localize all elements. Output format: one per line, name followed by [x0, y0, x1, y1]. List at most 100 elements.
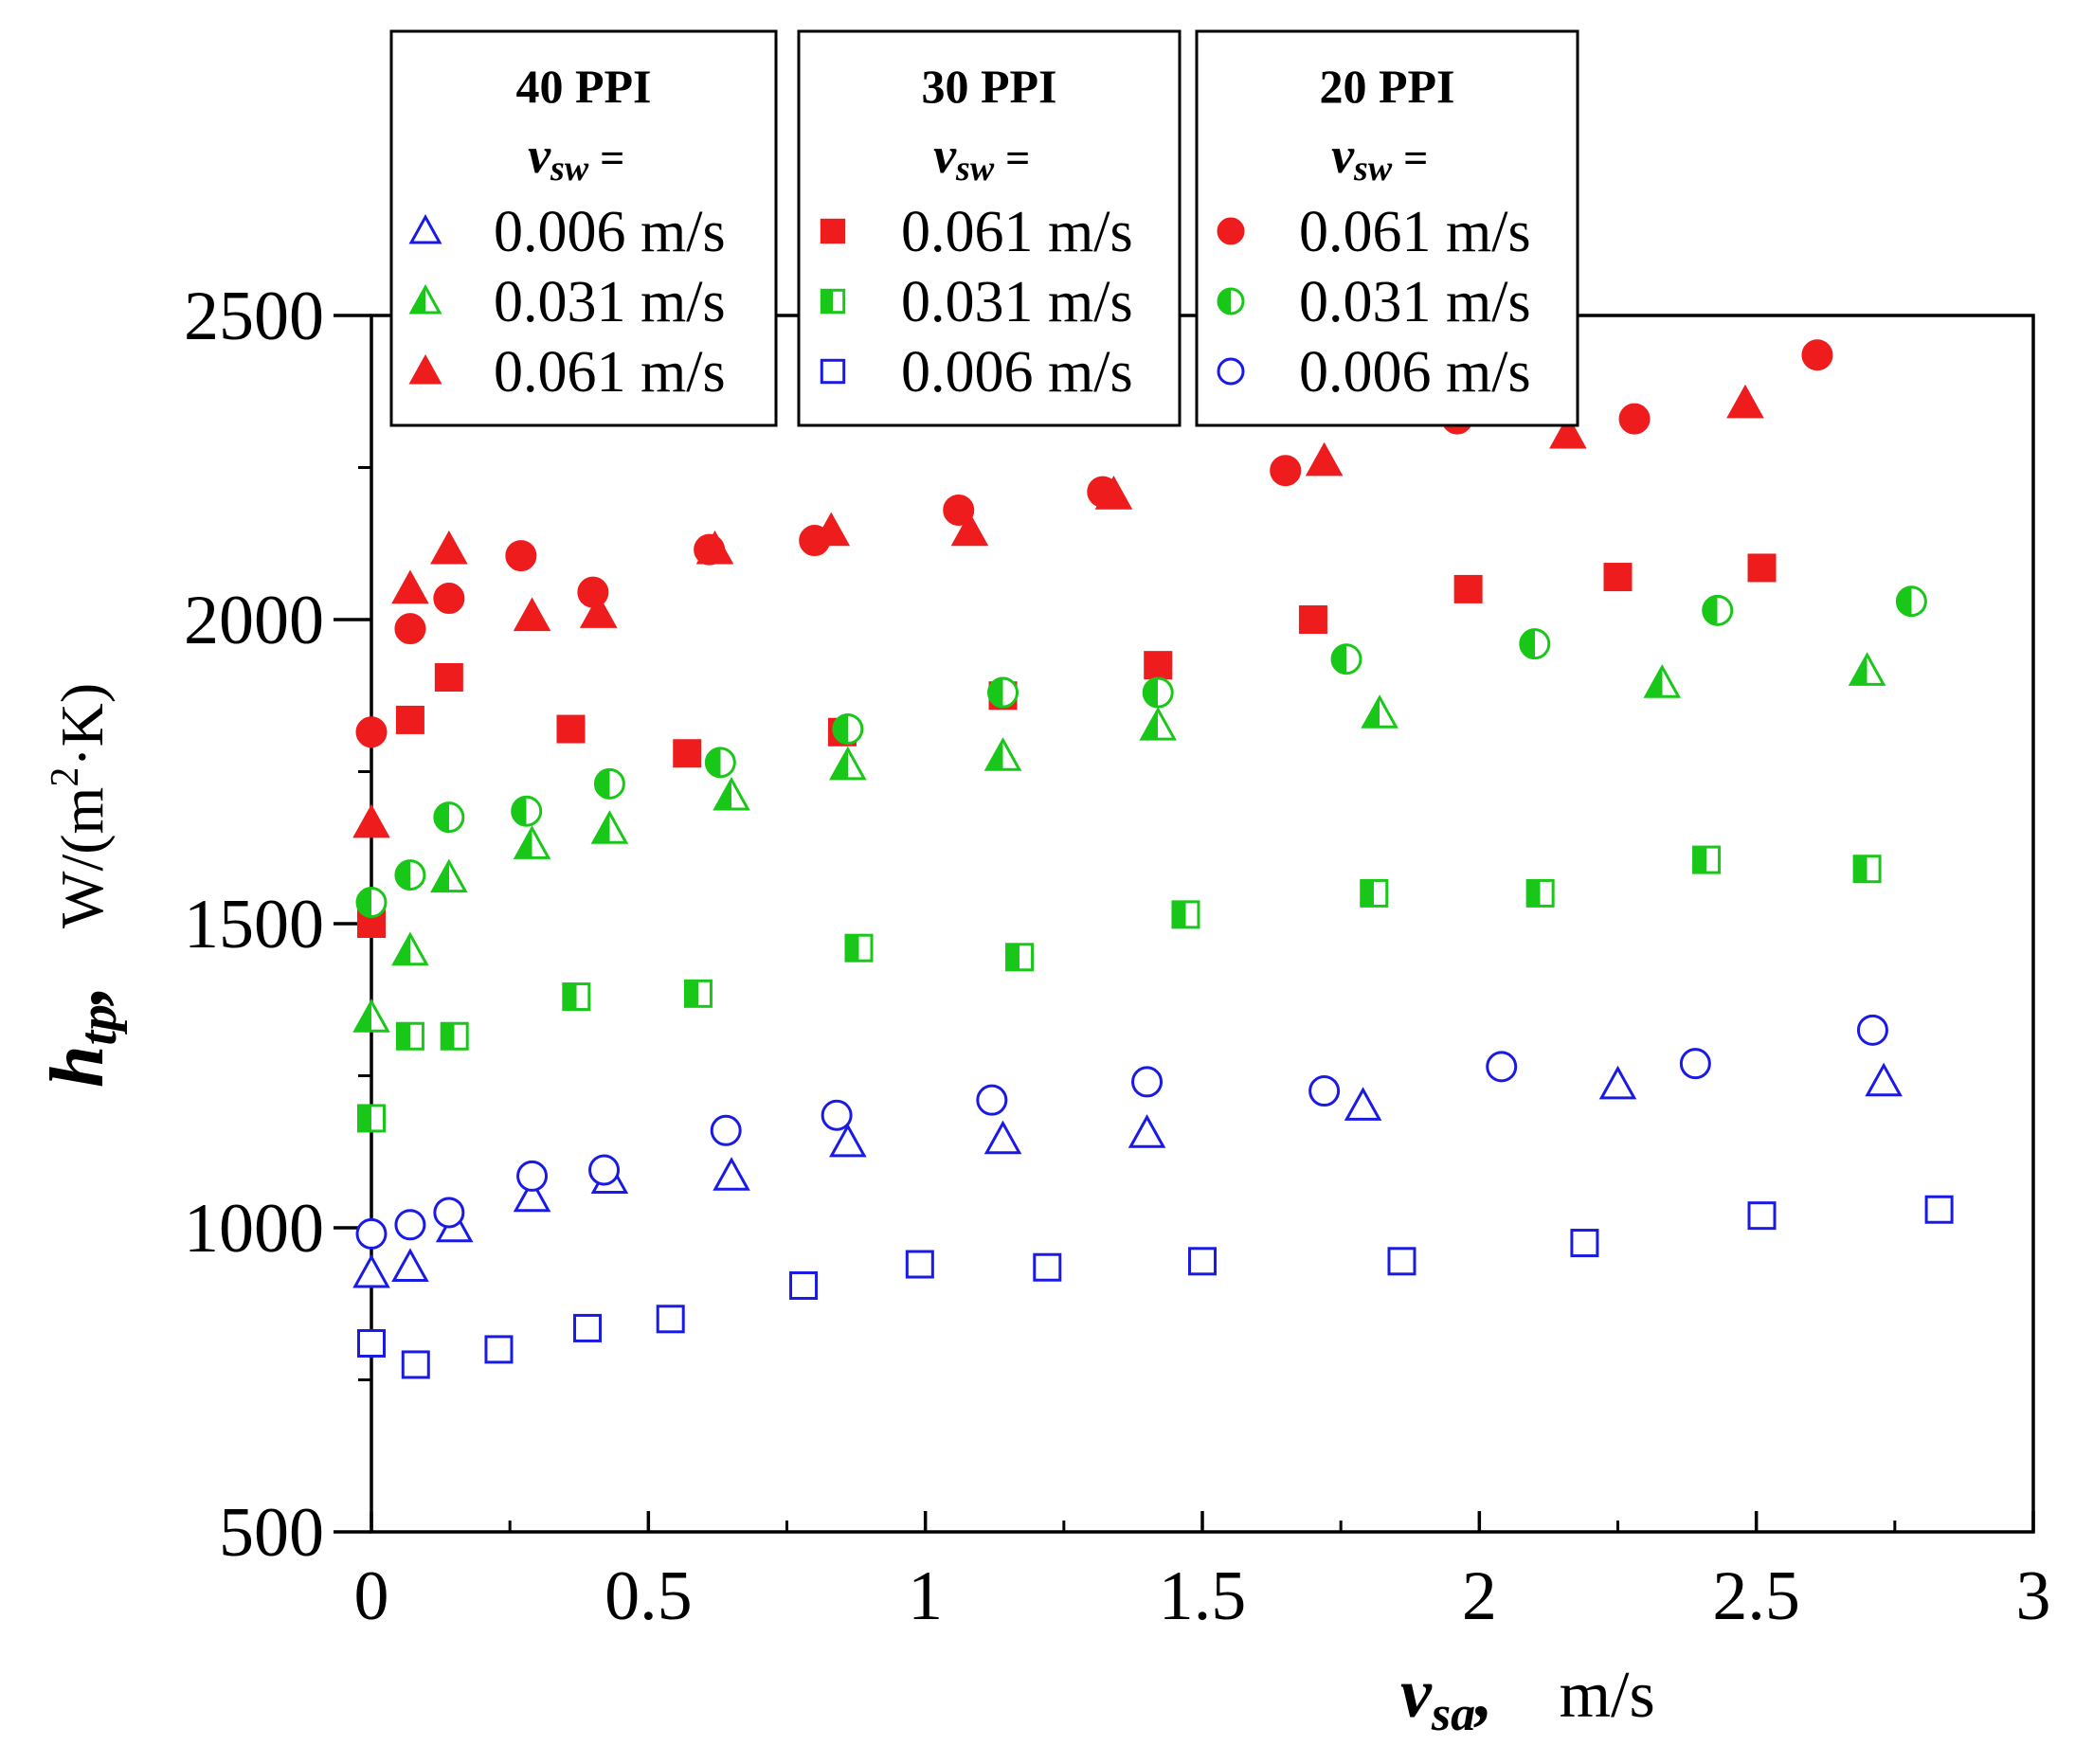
x-axis-unit: m/s [1560, 1659, 1655, 1732]
legend-entry-label: 0.061 m/s [1299, 200, 1531, 264]
data-point [1387, 1247, 1416, 1276]
data-point [844, 933, 874, 963]
x-tick-label: 1 [908, 1557, 943, 1635]
data-point [710, 1114, 742, 1146]
legend-marker [1217, 287, 1245, 315]
legend-box-subtitle: vsw = [1331, 127, 1428, 189]
legend-box-subtitle: vsw = [528, 127, 624, 189]
data-point [1570, 1229, 1599, 1258]
legend-box-title: 40 PPI [515, 60, 651, 113]
x-axis-comma: , [1473, 1655, 1493, 1733]
data-point [556, 714, 586, 744]
series-5 [357, 1195, 1954, 1379]
data-point [433, 1197, 465, 1229]
data-point [1087, 476, 1119, 508]
data-point [1330, 643, 1362, 675]
y-tick-label: 2500 [184, 278, 324, 355]
data-point [1848, 652, 1886, 686]
legend-entry-label: 0.006 m/s [494, 200, 726, 264]
data-point [513, 597, 551, 632]
data-point [832, 713, 864, 746]
data-point [789, 1270, 819, 1300]
series-6 [355, 339, 1833, 748]
data-point [683, 979, 713, 1008]
y-axis-unit-sup: 2 [44, 767, 87, 787]
data-point [395, 1021, 424, 1051]
data-point [694, 533, 726, 566]
data-point [1525, 878, 1555, 908]
data-point [1895, 585, 1927, 618]
y-axis-title: htp, W/(m2·K) [36, 683, 128, 1088]
data-point [391, 1248, 429, 1283]
series-8 [355, 1014, 1888, 1250]
data-point [357, 1328, 386, 1358]
data-point [1361, 694, 1398, 729]
legend-box-subtitle: vsw = [933, 127, 1030, 189]
data-point [505, 540, 537, 572]
data-point [1360, 878, 1389, 908]
legend-marker [1217, 357, 1245, 386]
data-point [1131, 1066, 1164, 1098]
data-point [395, 705, 424, 734]
data-point [434, 662, 463, 692]
series-3 [357, 553, 1777, 938]
legend-box-title: 30 PPI [921, 60, 1056, 113]
data-point [987, 676, 1019, 709]
data-point [821, 1099, 853, 1131]
data-point [513, 825, 551, 859]
data-point [1726, 384, 1764, 419]
data-point [1142, 676, 1174, 709]
data-point [1519, 628, 1551, 660]
data-point [1801, 339, 1833, 371]
data-point [950, 512, 989, 547]
data-point [430, 530, 468, 565]
y-tick-label: 1000 [184, 1190, 324, 1268]
x-tick-label: 1.5 [1159, 1557, 1247, 1635]
data-point [352, 999, 390, 1033]
legend-marker [820, 358, 846, 385]
y-axis-var: h [36, 1046, 119, 1089]
data-points [352, 339, 1954, 1379]
series-4 [357, 845, 1882, 1133]
data-point [430, 858, 468, 893]
y-axis-unit-post: ·K) [48, 683, 116, 767]
legend-box-frame [389, 29, 778, 427]
legend-marker [820, 288, 846, 315]
data-point [355, 716, 388, 748]
x-tick-label: 2 [1462, 1557, 1497, 1635]
data-point [656, 1305, 685, 1334]
data-point [394, 613, 426, 645]
data-point [829, 746, 867, 781]
data-point [1298, 605, 1327, 634]
data-point [799, 525, 831, 557]
y-axis-var-sub: tp [69, 1004, 128, 1046]
series-7 [355, 585, 1927, 919]
data-point [433, 583, 465, 615]
x-axis-title: vsa, m/s [1400, 1655, 1655, 1741]
y-tick-label: 1500 [184, 886, 324, 963]
legend-box-title: 20 PPI [1319, 60, 1454, 113]
plot-frame [370, 314, 2035, 1534]
data-point [484, 1335, 514, 1364]
data-point [1486, 1051, 1518, 1083]
data-point [588, 1154, 621, 1186]
y-tick-label: 2000 [184, 582, 324, 659]
data-point [355, 887, 388, 919]
data-point [440, 1021, 469, 1051]
data-point [704, 747, 736, 779]
x-tick-label: 3 [2016, 1557, 2051, 1635]
data-point [516, 1160, 549, 1192]
data-point [1005, 943, 1035, 972]
y-tick-label: 500 [219, 1494, 324, 1572]
data-point [1692, 845, 1722, 874]
data-point [391, 931, 429, 966]
legend-box-1: 30 PPI vsw = 0.061 m/s0.031 m/s0.006 m/s [797, 29, 1182, 427]
data-point [1305, 441, 1344, 477]
legend-marker [1217, 217, 1245, 245]
legend-entry-label: 0.061 m/s [901, 200, 1133, 264]
legend-box-frame [1195, 29, 1579, 427]
y-tick-labels: 500 1000 1500 2000 2500 [184, 278, 324, 1572]
data-point [562, 982, 591, 1012]
